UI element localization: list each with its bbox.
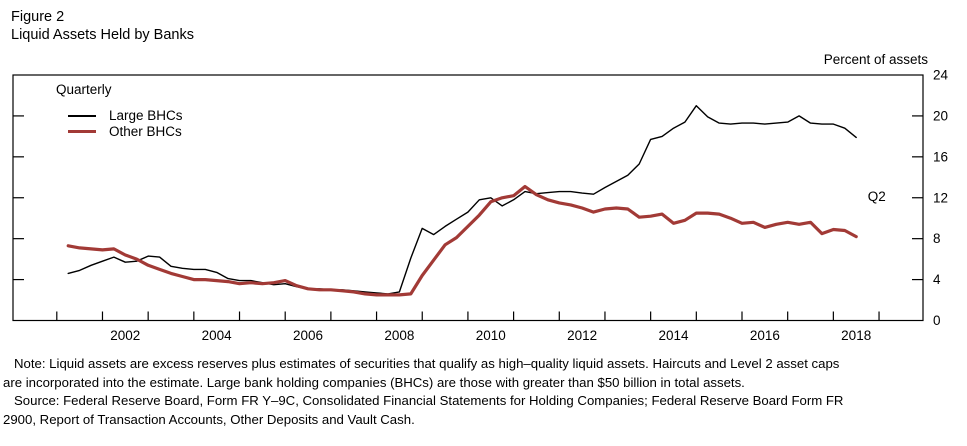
y-axis-tick-label: 0 [933, 313, 941, 328]
x-axis-tick-label: 2004 [202, 328, 233, 343]
y-axis-tick-label: 4 [933, 272, 941, 287]
legend-label-other-bhcs: Other BHCs [109, 123, 182, 139]
x-axis-tick-label: 2010 [476, 328, 506, 343]
x-axis-tick-label: 2006 [293, 328, 323, 343]
series-line-large-bhcs [67, 104, 857, 295]
note-line-1: Note: Liquid assets are excess reserves … [14, 356, 840, 371]
legend-rows: Large BHCs Other BHCs [68, 108, 183, 139]
x-axis-tick-label: 2012 [567, 328, 597, 343]
y-axis-tick-label: 12 [933, 190, 948, 205]
frequency-label: Quarterly [56, 82, 112, 97]
y-axis-unit-label: Percent of assets [823, 52, 928, 67]
y-axis-tick-label: 24 [933, 68, 949, 83]
large-bhcs-line-swatch [68, 115, 96, 117]
series-line-other-bhcs [66, 184, 858, 297]
figure-title: Liquid Assets Held by Banks [11, 27, 194, 43]
note-line-2: are incorporated into the estimate. Larg… [3, 374, 745, 390]
source-line-1: Source: Federal Reserve Board, Form FR Y… [14, 393, 844, 408]
chart-footnotes: Note: Liquid assets are excess reserves … [3, 355, 843, 429]
y-axis-tick-label: 8 [933, 231, 941, 246]
x-axis-tick-label: 2008 [384, 328, 414, 343]
latest-quarter-annotation: Q2 [868, 189, 886, 204]
x-axis-tick-label: 2016 [750, 328, 780, 343]
y-axis-tick-label: 20 [933, 108, 948, 123]
y-axis-tick-label: 16 [933, 149, 948, 164]
other-bhcs-line-swatch [68, 129, 96, 133]
source-line-2: 2900, Report of Transaction Accounts, Ot… [3, 411, 415, 427]
figure-label: Figure 2 [11, 9, 65, 25]
legend-item-other-bhcs: Other BHCs [68, 124, 183, 140]
chart-legend: Quarterly Large BHCs Other BHCs [56, 82, 183, 139]
legend-item-large-bhcs: Large BHCs [68, 108, 183, 124]
x-axis-tick-label: 2014 [658, 328, 689, 343]
x-axis-tick-label: 2018 [841, 328, 871, 343]
x-axis-tick-label: 2002 [110, 328, 140, 343]
legend-label-large-bhcs: Large BHCs [109, 108, 183, 124]
